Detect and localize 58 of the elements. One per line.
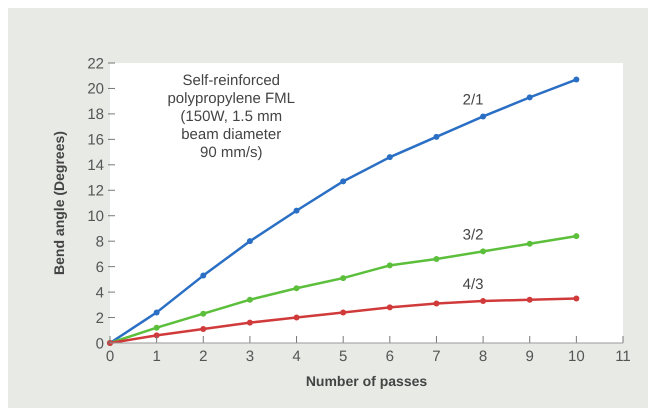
point [480, 113, 486, 120]
point [573, 76, 580, 83]
point [246, 296, 253, 303]
x-tick-label: 11 [615, 348, 631, 365]
point [340, 275, 346, 282]
series-label: 2/1 [462, 91, 484, 108]
y-tick-label: 2 [96, 310, 104, 327]
x-tick-label: 2 [199, 348, 208, 365]
point [480, 298, 486, 304]
point [154, 324, 160, 331]
point [433, 134, 440, 140]
x-tick-label: 4 [292, 348, 301, 365]
point [294, 285, 300, 292]
point [526, 240, 533, 247]
x-tick-label: 10 [568, 348, 585, 365]
y-tick-label: 10 [87, 208, 104, 225]
x-tick-label: 3 [246, 348, 254, 365]
point [294, 314, 300, 321]
point [526, 296, 533, 303]
y-axis-title: Bend angle (Degrees) [51, 131, 67, 275]
point [340, 309, 346, 316]
point [200, 310, 206, 317]
annotation: Self-reinforced polypropylene FML (150W, 1.5 mm beam diameter 90 mm/s) [167, 72, 296, 161]
series-label: 3/2 [462, 226, 484, 244]
point [386, 262, 393, 268]
y-tick-label: 8 [96, 233, 104, 250]
x-axis-title: Number of passes [306, 373, 428, 389]
y-tick-label: 20 [87, 80, 104, 98]
series-label: 4/3 [462, 276, 484, 293]
x-tick-label: 9 [526, 348, 534, 365]
point [340, 178, 346, 184]
y-tick-label: 14 [87, 157, 104, 174]
x-tick-label: 6 [386, 348, 394, 365]
y-tick-label: 16 [87, 132, 104, 149]
x-tick-label: 1 [152, 348, 161, 365]
point [294, 208, 300, 214]
y-tick-label: 22 [87, 55, 104, 72]
x-tick-label: 5 [339, 348, 348, 365]
point [200, 326, 206, 332]
point [246, 320, 253, 326]
x-tick-label: 7 [432, 348, 441, 365]
point [200, 272, 206, 279]
y-tick-label: 12 [87, 182, 104, 200]
point [526, 94, 533, 100]
point [433, 256, 440, 262]
point [386, 304, 393, 310]
y-tick-label: 6 [96, 258, 104, 276]
point [386, 154, 393, 160]
point [480, 248, 486, 254]
point [573, 295, 580, 302]
point [154, 309, 160, 316]
y-tick-label: 0 [96, 335, 104, 352]
point [573, 233, 580, 240]
y-tick-label: 18 [87, 106, 104, 124]
point [246, 238, 253, 244]
point [433, 300, 440, 307]
x-tick-label: 8 [478, 348, 488, 365]
y-tick-label: 4 [96, 284, 104, 302]
